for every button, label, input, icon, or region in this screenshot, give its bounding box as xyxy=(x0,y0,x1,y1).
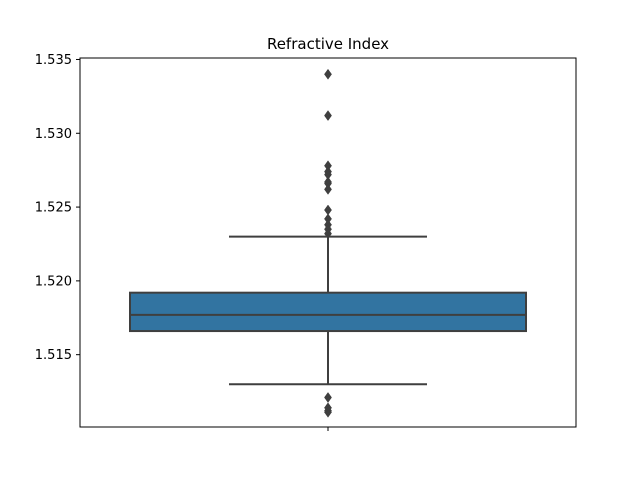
y-axis: 1.515 1.520 1.525 1.530 1.535 xyxy=(35,53,80,363)
outlier-point xyxy=(324,110,332,121)
box-plot xyxy=(129,68,527,418)
outlier-point xyxy=(324,406,332,418)
y-tick-label: 1.535 xyxy=(35,53,72,68)
y-tick-label: 1.515 xyxy=(35,348,72,363)
outlier-point xyxy=(324,68,332,80)
outlier-point xyxy=(324,392,332,403)
y-tick-label: 1.530 xyxy=(35,127,72,142)
outlier-point xyxy=(324,228,332,240)
y-tick-label: 1.520 xyxy=(35,274,72,289)
outlier-point xyxy=(324,183,332,195)
chart-title: Refractive Index xyxy=(267,35,389,53)
interquartile-box xyxy=(129,291,527,333)
y-tick-label: 1.525 xyxy=(35,201,72,216)
